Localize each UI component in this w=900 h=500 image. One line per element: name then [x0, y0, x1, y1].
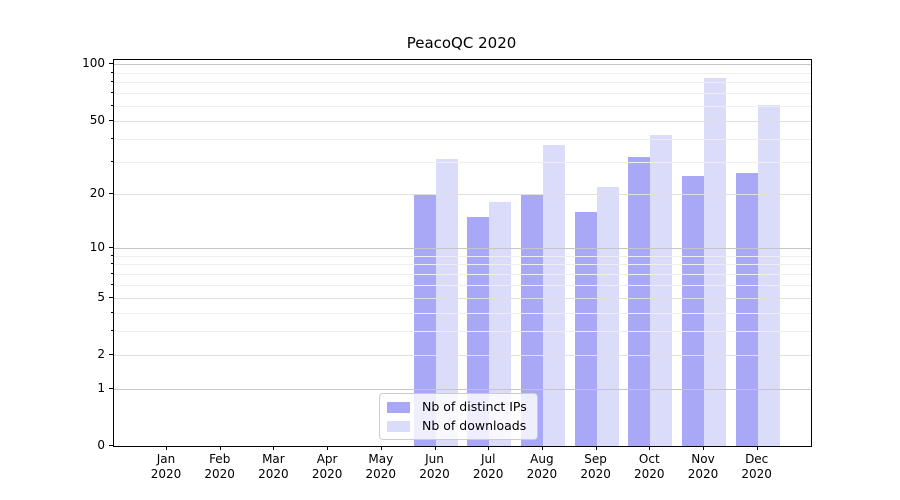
x-tick-label-nov: Nov 2020	[687, 452, 719, 481]
y-minor-tick-9	[111, 254, 113, 256]
x-tick-label-jun: Jun 2020	[419, 452, 450, 481]
gridline-y-40	[114, 138, 811, 140]
legend-row-distinct-ips: Nb of distinct IPs	[387, 399, 527, 415]
y-tick-0	[109, 445, 113, 446]
y-minor-tick-90	[111, 71, 113, 73]
x-tick-feb	[219, 446, 221, 450]
legend-swatch-downloads	[387, 420, 410, 432]
gridline-y-5	[114, 297, 811, 299]
gridline-y-70	[114, 93, 811, 95]
gridline-y-10	[114, 247, 811, 249]
y-tick-1	[109, 387, 113, 389]
bar-distinct-ips-sep	[574, 211, 597, 446]
bar-distinct-ips-nov	[682, 176, 704, 446]
x-tick-mar	[273, 446, 275, 450]
gridline-y-9	[114, 255, 811, 257]
legend-label-downloads: Nb of downloads	[422, 418, 527, 433]
x-tick-sep	[595, 446, 597, 450]
y-tick-label-100: 100	[82, 56, 105, 71]
y-minor-tick-7	[111, 273, 113, 274]
y-tick-2	[109, 354, 113, 356]
gridline-y-6	[114, 285, 811, 286]
y-tick-100	[109, 63, 113, 65]
y-minor-tick-40	[111, 137, 113, 139]
bar-downloads-sep	[596, 186, 619, 446]
gridline-y-60	[114, 105, 811, 107]
y-tick-label-20: 20	[89, 186, 105, 201]
gridline-y-1	[114, 388, 811, 390]
x-tick-label-mar: Mar 2020	[258, 452, 289, 481]
x-tick-label-aug: Aug 2020	[526, 452, 558, 481]
y-minor-tick-80	[111, 81, 113, 83]
y-minor-tick-60	[111, 104, 113, 106]
legend-label-distinct-ips: Nb of distinct IPs	[422, 399, 527, 414]
x-tick-label-may: May 2020	[365, 452, 397, 481]
gridline-y-4	[114, 312, 811, 314]
y-tick-label-50: 50	[89, 112, 105, 127]
gridline-y-30	[114, 161, 811, 163]
gridline-y-8	[114, 264, 811, 266]
legend-swatch-distinct-ips	[387, 401, 410, 413]
y-tick-20	[109, 193, 113, 195]
x-tick-may	[380, 446, 382, 450]
gridline-y-2	[114, 355, 811, 357]
y-minor-tick-30	[111, 160, 113, 162]
x-tick-nov	[703, 446, 704, 450]
chart-title: PeacoQC 2020	[406, 34, 517, 52]
gridline-y-50	[114, 120, 811, 122]
x-tick-label-dec: Dec 2020	[741, 452, 772, 481]
bar-downloads-jun	[435, 159, 458, 446]
gridline-y-7	[114, 274, 811, 275]
x-tick-label-jul: Jul 2020	[472, 452, 504, 481]
y-tick-label-0: 0	[97, 438, 105, 452]
x-tick-aug	[541, 446, 543, 450]
x-tick-oct	[649, 446, 651, 450]
gridline-y-100	[114, 64, 811, 66]
bar-downloads-jul	[489, 202, 512, 446]
bar-downloads-oct	[650, 134, 673, 446]
legend-row-downloads: Nb of downloads	[387, 418, 527, 434]
legend: Nb of distinct IPs Nb of downloads	[379, 393, 538, 440]
y-minor-tick-8	[111, 263, 113, 265]
bar-distinct-ips-dec	[735, 173, 758, 446]
plot-area: Nb of distinct IPs Nb of downloads	[113, 59, 812, 447]
gridline-y-90	[114, 72, 811, 74]
bar-distinct-ips-aug	[520, 194, 543, 446]
x-tick-label-sep: Sep 2020	[580, 452, 611, 481]
bar-downloads-nov	[704, 77, 726, 446]
x-tick-dec	[756, 446, 758, 450]
y-minor-tick-3	[111, 330, 113, 332]
x-tick-label-apr: Apr 2020	[311, 452, 343, 481]
y-tick-label-1: 1	[97, 380, 105, 395]
y-tick-label-5: 5	[97, 289, 105, 304]
x-tick-jul	[488, 446, 490, 450]
y-tick-label-2: 2	[97, 347, 105, 362]
y-tick-5	[109, 296, 113, 298]
y-minor-tick-6	[111, 284, 113, 285]
bar-distinct-ips-oct	[628, 156, 651, 446]
x-tick-jan	[166, 446, 167, 450]
x-tick-label-oct: Oct 2020	[634, 452, 665, 481]
y-tick-10	[109, 246, 113, 248]
gridline-y-3	[114, 331, 811, 333]
y-tick-label-10: 10	[89, 239, 105, 254]
y-minor-tick-70	[111, 92, 113, 94]
x-tick-label-jan: Jan 2020	[150, 452, 182, 481]
bar-downloads-aug	[542, 145, 565, 446]
x-tick-jun	[434, 446, 436, 450]
bar-downloads-dec	[757, 104, 780, 446]
y-tick-50	[109, 119, 113, 121]
gridline-y-20	[114, 194, 811, 196]
bar-distinct-ips-jun	[413, 194, 436, 446]
gridline-y-80	[114, 82, 811, 84]
x-tick-apr	[327, 446, 329, 450]
x-tick-label-feb: Feb 2020	[204, 452, 235, 481]
bar-distinct-ips-jul	[467, 216, 490, 446]
y-minor-tick-4	[111, 311, 113, 313]
